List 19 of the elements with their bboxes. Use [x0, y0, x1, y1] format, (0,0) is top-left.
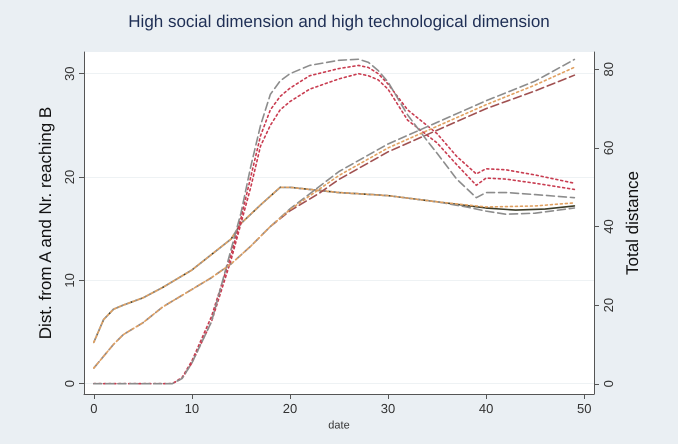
chart-title: High social dimension and high technological dimension [128, 12, 550, 31]
y-tick-label: 20 [62, 170, 77, 184]
y2-axis-title: Total distance [623, 171, 642, 275]
x-axis-title: date [328, 419, 350, 432]
x-tick-label: 0 [90, 401, 98, 416]
y2-tick-label: 20 [601, 298, 616, 312]
x-tick-label: 40 [478, 401, 494, 416]
x-tick-label: 20 [282, 401, 298, 416]
y2-tick-label: 0 [601, 380, 616, 388]
x-tick-label: 50 [576, 401, 592, 416]
y2-tick-label: 40 [601, 219, 616, 234]
y-tick-label: 10 [62, 273, 77, 288]
y2-tick-label: 80 [601, 62, 616, 77]
y2-tick-label: 60 [601, 140, 616, 156]
y-tick-label: 0 [62, 380, 77, 388]
x-tick-label: 10 [184, 401, 200, 416]
y-axis-title: Dist. from A and Nr. reaching B [36, 106, 55, 340]
x-tick-label: 30 [380, 401, 396, 416]
y-tick-label: 30 [62, 66, 77, 81]
